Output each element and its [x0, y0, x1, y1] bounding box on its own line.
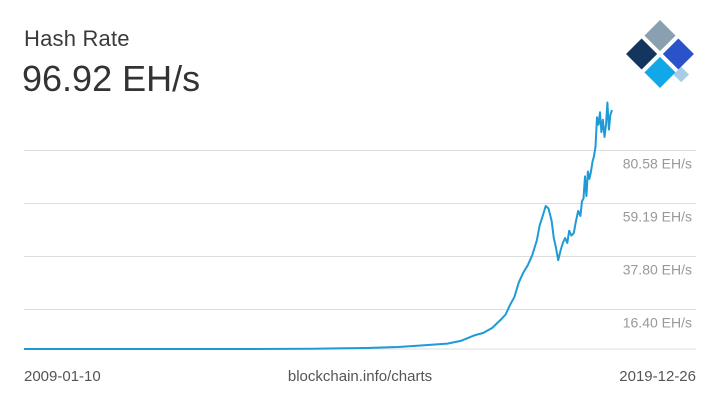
grid	[24, 150, 696, 350]
current-value: 96.92 EH/s	[22, 58, 201, 99]
y-tick-label: 80.58 EH/s	[623, 156, 692, 172]
blockchain-logo-icon	[626, 20, 694, 88]
y-tick-label: 59.19 EH/s	[623, 209, 692, 225]
y-tick-label: 37.80 EH/s	[623, 262, 692, 278]
y-tick-label: 16.40 EH/s	[623, 315, 692, 331]
x-axis-end-label: 2019-12-26	[619, 368, 696, 385]
chart-title: Hash Rate	[24, 26, 130, 51]
hash-rate-line	[24, 101, 613, 350]
y-axis-ticks: 16.40 EH/s 37.80 EH/s 59.19 EH/s 80.58 EH/s	[623, 156, 692, 331]
x-axis-start-label: 2009-01-10	[24, 368, 101, 385]
source-link[interactable]: blockchain.info/charts	[287, 368, 433, 385]
